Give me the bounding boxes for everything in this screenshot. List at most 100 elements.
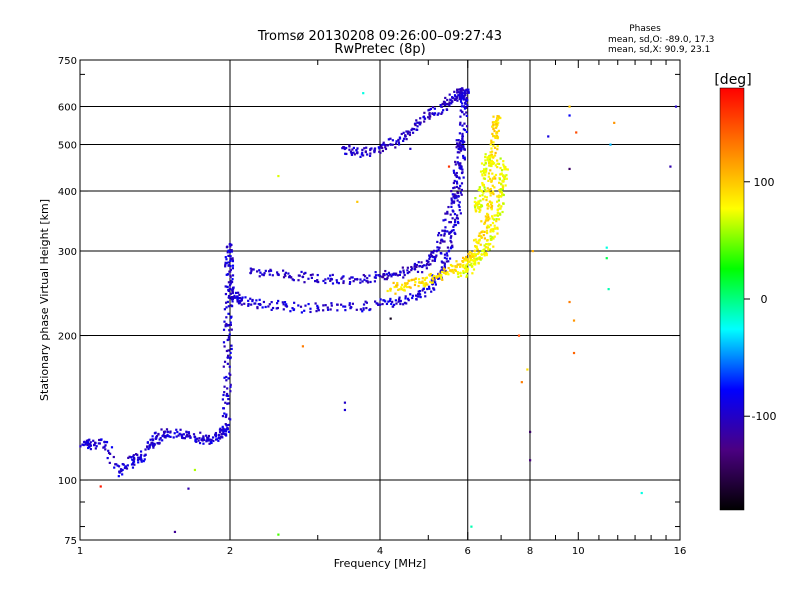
- echo-point: [481, 183, 484, 186]
- echo-point: [424, 295, 427, 298]
- echo-point: [194, 440, 197, 443]
- echo-point: [431, 281, 435, 284]
- echo-point: [483, 222, 486, 225]
- echo-point: [496, 227, 499, 230]
- echo-point: [129, 456, 133, 459]
- echo-point: [103, 445, 106, 448]
- echo-point: [128, 455, 131, 458]
- echo-point: [423, 291, 427, 294]
- echo-point: [487, 204, 490, 208]
- trace-point: [228, 242, 232, 246]
- echo-point: [387, 300, 390, 303]
- echo-point: [385, 273, 389, 276]
- isolated-echo-point: [568, 105, 571, 108]
- echo-point: [400, 286, 403, 289]
- echo-point: [366, 280, 369, 283]
- echo-point: [462, 89, 465, 92]
- echo-point: [208, 442, 211, 445]
- echo-point: [449, 221, 453, 224]
- echo-point: [225, 375, 228, 379]
- echo-point: [396, 282, 399, 285]
- echo-point: [445, 102, 448, 106]
- echo-point: [484, 159, 487, 162]
- echo-point: [251, 298, 254, 302]
- echo-point: [437, 231, 441, 235]
- trace-point: [502, 165, 506, 168]
- echo-point: [487, 172, 491, 175]
- echo-point: [231, 260, 235, 263]
- trace-point: [343, 147, 347, 151]
- echo-point: [456, 88, 459, 91]
- echo-point: [157, 433, 160, 436]
- echo-point: [486, 204, 489, 207]
- echo-point: [429, 253, 433, 256]
- echo-point: [361, 151, 364, 154]
- trace-point: [418, 121, 421, 125]
- echo-point: [314, 280, 317, 283]
- echo-point: [499, 191, 502, 194]
- echo-point: [144, 448, 147, 451]
- y-axis-label: Stationary phase Virtual Height [km]: [38, 199, 51, 401]
- echo-point: [303, 281, 306, 284]
- echo-point: [439, 103, 442, 107]
- echo-point: [219, 436, 223, 439]
- echo-point: [491, 236, 494, 239]
- echo-point: [226, 300, 229, 304]
- echo-point: [455, 146, 458, 149]
- echo-point: [225, 434, 228, 437]
- echo-point: [502, 163, 505, 166]
- echo-point: [420, 281, 423, 284]
- echo-point: [202, 436, 205, 439]
- echo-point: [430, 290, 433, 293]
- echo-point: [492, 123, 495, 126]
- echo-point: [480, 162, 484, 165]
- echo-point: [352, 151, 355, 154]
- echo-point: [214, 433, 217, 436]
- echo-point: [437, 112, 440, 115]
- echo-point: [401, 283, 404, 286]
- isolated-echo-point: [173, 530, 177, 534]
- echo-point: [387, 274, 390, 277]
- echo-point: [350, 276, 353, 279]
- echo-point: [329, 279, 332, 282]
- echo-point: [489, 194, 492, 197]
- echo-point: [441, 278, 444, 281]
- echo-point: [421, 271, 424, 274]
- echo-point: [304, 271, 307, 275]
- echo-point: [322, 309, 325, 312]
- echo-point: [498, 181, 501, 184]
- echo-point: [348, 304, 351, 307]
- echo-point: [229, 259, 232, 263]
- echo-point: [481, 194, 484, 197]
- echo-point: [324, 278, 327, 281]
- trace-point: [491, 229, 495, 233]
- echo-point: [497, 115, 500, 118]
- echo-point: [348, 145, 351, 148]
- echo-point: [340, 303, 343, 306]
- echo-point: [458, 166, 461, 169]
- echo-point: [439, 241, 442, 245]
- echo-point: [497, 129, 500, 132]
- echo-point: [483, 244, 486, 247]
- echo-point: [470, 252, 473, 255]
- echo-point: [493, 154, 497, 157]
- echo-point: [361, 148, 364, 151]
- echo-point: [394, 299, 397, 302]
- echo-point: [381, 276, 384, 279]
- echo-point: [454, 173, 457, 177]
- echo-point: [485, 229, 489, 232]
- isolated-echo-point: [605, 246, 608, 249]
- echo-point: [457, 139, 460, 142]
- echo-point: [416, 128, 419, 131]
- trace-point: [459, 271, 462, 275]
- echo-point: [416, 125, 419, 128]
- echo-point: [102, 446, 105, 449]
- echo-point: [143, 454, 146, 457]
- echo-point: [175, 428, 178, 431]
- echo-point: [381, 302, 384, 306]
- echo-point: [451, 244, 454, 247]
- echo-point: [444, 218, 447, 221]
- echo-point: [352, 280, 355, 283]
- echo-point: [300, 311, 303, 314]
- echo-point: [491, 162, 494, 166]
